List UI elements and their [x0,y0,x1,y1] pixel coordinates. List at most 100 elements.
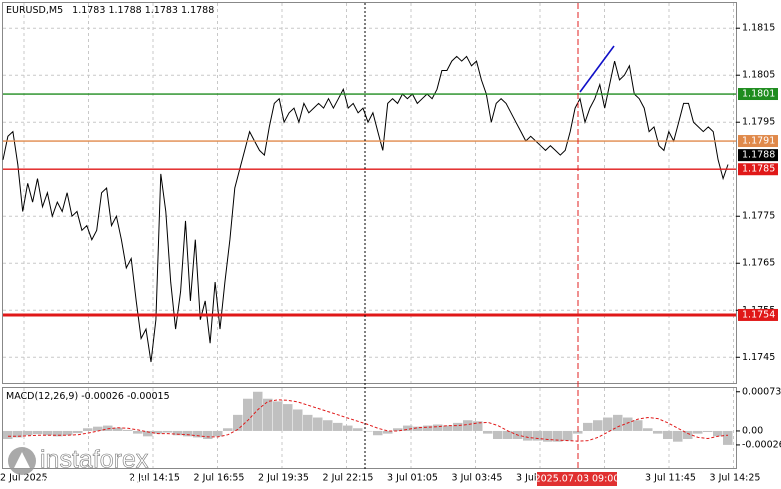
macd-bar [393,428,403,431]
macd-bar [143,430,153,437]
macd-bar [53,430,63,437]
macd-bar [243,398,253,431]
chart-header: EURUSD,M5 1.1783 1.1788 1.1783 1.1788 [6,5,214,16]
level-label-box [738,308,778,321]
ohlc-value: 1.1788 [181,5,214,16]
macd-bar [323,420,333,431]
macd-bar [63,430,73,436]
y-tick-label: 1.1815 [742,23,775,34]
macd-panel-frame [2,387,737,469]
macd-bar [653,430,663,434]
macd-bar [403,425,413,431]
x-tick-label: 3 Jul 01:05 [387,473,438,484]
macd-bar [563,430,573,441]
crosshair-label: 2025.07.03 09:00 [535,474,620,485]
y-tick-label: 1.1745 [742,352,775,363]
macd-bar [673,430,683,442]
last-price-box [738,149,778,162]
macd-bar [413,426,423,431]
y-tick-label: 1.1795 [742,117,775,128]
macd-bar [203,430,213,440]
macd-bar [633,420,643,431]
macd-bar [613,414,623,431]
macd-bar [223,428,233,431]
macd-bar [693,430,703,434]
macd-bar [303,414,313,431]
macd-bar [103,425,113,431]
x-tick-label: 3 Jul 03:45 [452,473,503,484]
macd-bar [3,430,13,440]
macd-bar [423,425,433,431]
price-panel-frame [2,2,737,384]
ohlc-value: 1.1783 [72,5,105,16]
crosshair-label-box [537,472,617,486]
y-tick-label: 0.00073 [742,386,781,397]
x-tick-label: 3 Jul [516,473,537,484]
macd-bar [283,404,293,431]
macd-bar [553,430,563,442]
macd-bar [263,398,273,431]
macd-bar [703,430,713,433]
indicator-name: MACD(12,26,9) [6,391,78,402]
level-label-box [738,135,778,148]
x-tick-label: 2 Jul 14:15 [129,473,180,484]
macd-bar [133,430,143,434]
level-label: 1.1785 [742,164,775,175]
macd-bar [543,430,553,442]
ohlc-value: 1.1788 [108,5,141,16]
macd-bar [233,414,243,431]
last-price-label: 1.1788 [742,150,775,161]
macd-bar [163,430,173,433]
macd-bar [343,425,353,431]
macd-bar [333,422,343,431]
brand-name: instaforex [40,446,149,474]
macd-bar [123,429,133,431]
x-tick-label: 2 Jul 19:35 [258,473,309,484]
macd-bar [113,427,123,431]
macd-bar [23,430,33,436]
macd-bar [93,426,103,431]
level-label: 1.1791 [742,136,775,147]
macd-bar [433,424,443,431]
macd-bar [643,428,653,431]
y-tick-label: 0.00 [742,425,763,436]
macd-bar [483,430,493,434]
macd-bar [683,430,693,440]
y-tick-label: 1.1765 [742,258,775,269]
macd-header: MACD(12,26,9) -0.00026 -0.00015 [6,391,170,402]
macd-bar [253,391,263,431]
y-tick-label: -0.00026 [742,439,781,450]
ohlc-value: 1.1783 [145,5,178,16]
x-tick-label: 2 Jul 22:15 [323,473,374,484]
macd-bar [73,430,83,434]
macd-bar [493,430,503,440]
macd-bar [713,430,723,437]
macd-bar [453,422,463,431]
macd-bar [533,430,543,441]
macd-bar [13,430,23,438]
macd-bar [663,430,673,440]
trend-line [579,45,615,93]
y-tick-label: 1.1805 [742,70,775,81]
macd-bar [293,409,303,431]
x-tick-label: 2 Jul 16:55 [194,473,245,484]
macd-bar [473,421,483,431]
macd-readout: -0.00026 [81,391,124,402]
macd-bar [213,430,223,437]
macd-bar [443,425,453,431]
macd-bar [83,428,93,431]
macd-bar [173,430,183,436]
macd-bar [33,430,43,435]
macd-bar [623,417,633,431]
level-label: 1.1754 [742,309,775,320]
macd-bar [373,430,383,436]
macd-bar [573,430,583,434]
y-tick-label: 1.1775 [742,211,775,222]
level-label-box [738,163,778,176]
x-tick-label: 2 Jul 2025 [0,473,48,484]
macd-readout: -0.00015 [127,391,170,402]
macd-bar [723,430,733,445]
brand-logo: instaforex Instant Forex Trading [8,445,149,487]
